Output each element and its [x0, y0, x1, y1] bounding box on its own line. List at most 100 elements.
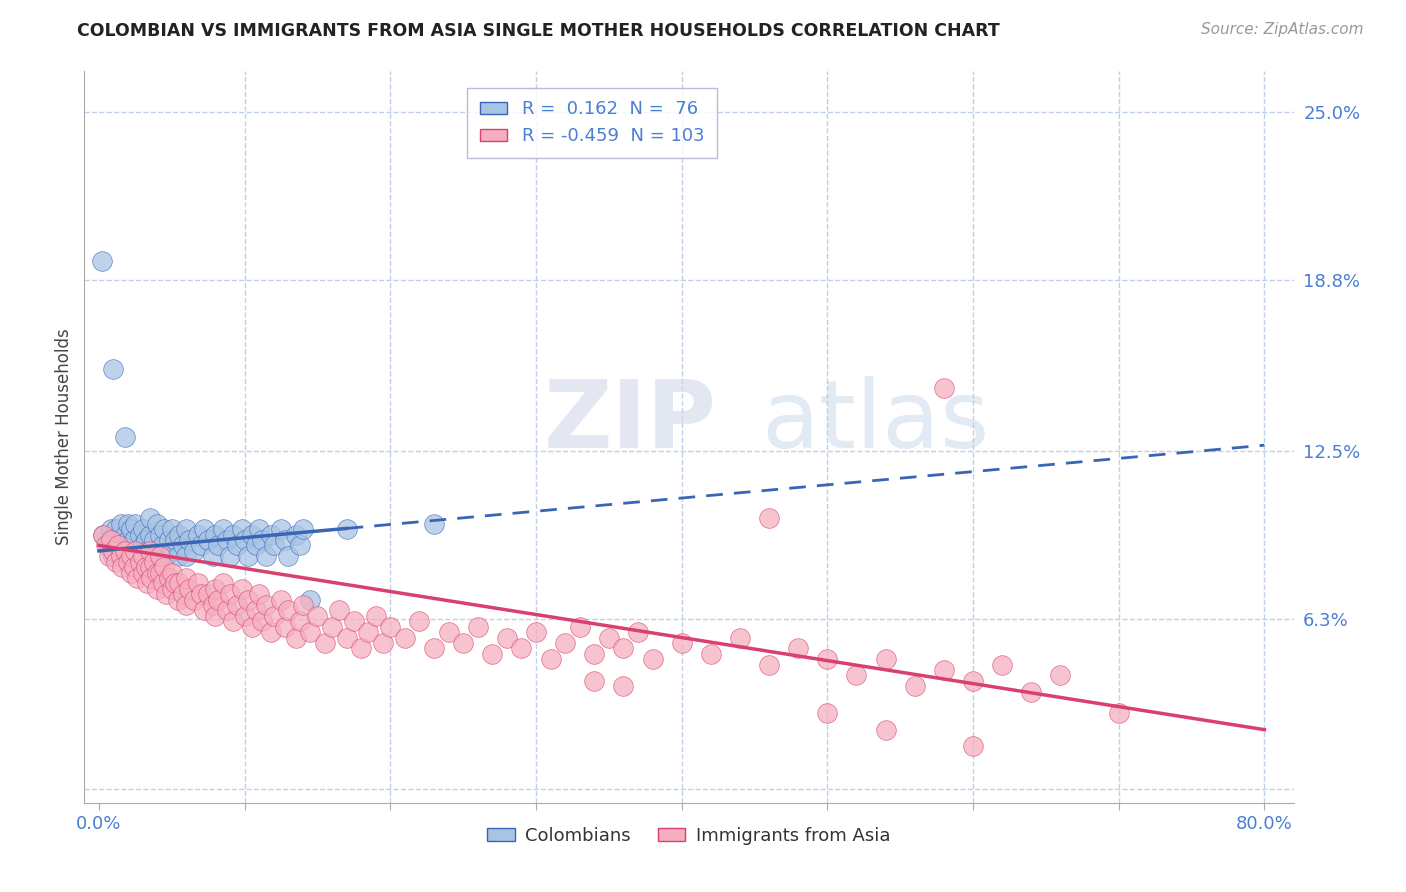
Point: [179, 582, 201, 596]
Point: [117, 516, 139, 531]
Point: [176, 549, 198, 564]
Point: [256, 549, 278, 564]
Point: [274, 620, 297, 634]
Point: [107, 538, 129, 552]
Point: [288, 538, 311, 552]
Point: [815, 652, 838, 666]
Y-axis label: Single Mother Households: Single Mother Households: [55, 329, 73, 545]
Point: [932, 381, 955, 395]
Point: [219, 587, 242, 601]
Point: [163, 533, 186, 547]
Point: [111, 544, 134, 558]
Point: [875, 652, 897, 666]
Point: [152, 538, 174, 552]
Text: Source: ZipAtlas.com: Source: ZipAtlas.com: [1201, 22, 1364, 37]
Point: [260, 625, 283, 640]
Point: [111, 560, 134, 574]
Point: [176, 522, 198, 536]
Text: ZIP: ZIP: [544, 376, 717, 468]
Point: [371, 636, 394, 650]
Point: [328, 603, 350, 617]
Point: [222, 527, 245, 541]
Point: [103, 549, 125, 564]
Point: [217, 603, 239, 617]
Point: [270, 592, 292, 607]
Point: [204, 582, 226, 596]
Point: [160, 582, 183, 596]
Point: [183, 592, 205, 607]
Point: [91, 527, 114, 541]
Point: [1049, 668, 1071, 682]
Point: [277, 603, 299, 617]
Point: [263, 538, 285, 552]
Point: [139, 511, 162, 525]
Point: [350, 641, 373, 656]
Point: [219, 549, 242, 564]
Point: [97, 538, 120, 552]
Point: [845, 668, 868, 682]
Point: [103, 533, 125, 547]
Point: [190, 587, 212, 601]
Point: [146, 582, 169, 596]
Point: [233, 533, 256, 547]
Point: [700, 647, 723, 661]
Point: [128, 527, 150, 541]
Point: [222, 615, 245, 629]
Point: [217, 533, 239, 547]
Point: [149, 566, 172, 580]
Point: [157, 571, 180, 585]
Point: [481, 647, 503, 661]
Point: [962, 673, 984, 688]
Point: [1019, 684, 1042, 698]
Point: [554, 636, 576, 650]
Point: [187, 527, 209, 541]
Point: [263, 608, 285, 623]
Point: [190, 538, 212, 552]
Point: [120, 549, 142, 564]
Point: [139, 527, 162, 541]
Text: atlas: atlas: [762, 376, 990, 468]
Point: [122, 560, 145, 574]
Point: [141, 571, 163, 585]
Point: [125, 571, 148, 585]
Point: [122, 533, 145, 547]
Point: [787, 641, 810, 656]
Point: [100, 533, 122, 547]
Point: [172, 587, 194, 601]
Point: [146, 566, 169, 580]
Point: [288, 615, 311, 629]
Point: [612, 679, 634, 693]
Point: [423, 641, 446, 656]
Point: [114, 544, 136, 558]
Point: [380, 620, 402, 634]
Point: [583, 647, 606, 661]
Point: [321, 620, 343, 634]
Point: [231, 582, 253, 596]
Point: [90, 254, 112, 268]
Point: [96, 538, 118, 552]
Point: [671, 636, 693, 650]
Point: [160, 544, 183, 558]
Point: [211, 576, 233, 591]
Point: [100, 522, 122, 536]
Point: [437, 625, 460, 640]
Point: [226, 538, 249, 552]
Point: [364, 608, 387, 623]
Point: [291, 598, 314, 612]
Point: [758, 657, 780, 672]
Point: [260, 527, 283, 541]
Point: [233, 608, 256, 623]
Point: [299, 592, 322, 607]
Point: [193, 603, 215, 617]
Point: [250, 615, 273, 629]
Point: [146, 516, 169, 531]
Point: [125, 549, 148, 564]
Point: [120, 538, 142, 552]
Point: [124, 544, 146, 558]
Point: [250, 533, 273, 547]
Point: [240, 620, 263, 634]
Point: [467, 620, 489, 634]
Point: [105, 522, 128, 536]
Point: [153, 522, 176, 536]
Point: [495, 631, 517, 645]
